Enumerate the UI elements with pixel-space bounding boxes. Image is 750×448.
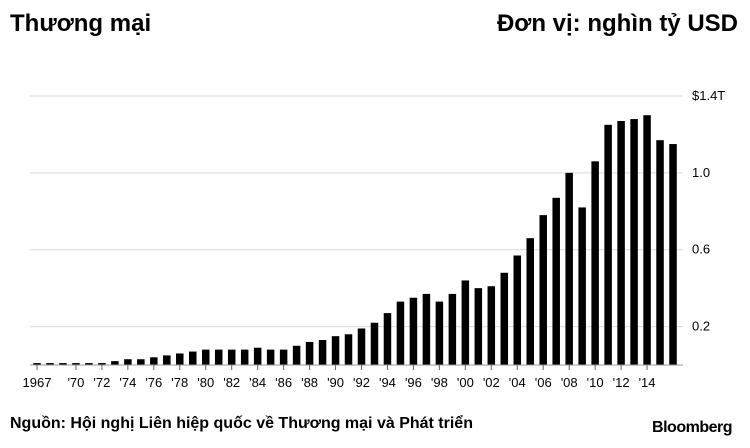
bar-1976 (150, 357, 158, 365)
bar-1980 (201, 349, 210, 365)
bar-2002 (487, 286, 496, 365)
bar-1977 (163, 355, 171, 365)
y-tick-label: 1.0 (692, 165, 710, 180)
bar-1985 (266, 349, 275, 365)
x-tick-label: '02 (483, 375, 500, 390)
x-tick-label: '82 (223, 375, 240, 390)
bar-1999 (448, 293, 457, 365)
bar-1986 (279, 349, 288, 365)
x-tick-label: '84 (249, 375, 266, 390)
bar-2006 (539, 215, 547, 365)
x-tick-label: '78 (171, 375, 188, 390)
bar-2013 (630, 119, 638, 365)
bar-1983 (240, 349, 249, 365)
bar-2001 (474, 288, 483, 365)
bar-2003 (500, 272, 509, 365)
bar-1967 (33, 363, 41, 365)
x-tick-label: '70 (67, 375, 84, 390)
x-tick-label: '00 (457, 375, 474, 390)
bar-2014 (643, 115, 651, 365)
bar-2005 (526, 238, 534, 365)
x-tick-label: '10 (587, 375, 604, 390)
x-tick-label: '72 (93, 375, 110, 390)
bar-2015 (656, 140, 664, 365)
source-note: Nguồn: Hội nghị Liên hiệp quốc về Thương… (10, 415, 473, 432)
bar-1974 (124, 359, 132, 365)
y-tick-labels: 0.2 0.6 1.0 $1.4T (692, 88, 725, 334)
x-tick-label: '96 (405, 375, 422, 390)
x-tick-label: '04 (509, 375, 526, 390)
y-tick-label: 0.6 (692, 242, 710, 257)
bar-1993 (370, 322, 379, 365)
x-tick-label: '98 (431, 375, 448, 390)
bar-1991 (344, 334, 353, 365)
x-tick-label: '90 (327, 375, 344, 390)
bar-1995 (396, 301, 405, 365)
bar-1990 (331, 336, 340, 365)
bar-2010 (591, 161, 599, 365)
bar-1984 (253, 347, 262, 365)
bar-1969 (59, 363, 67, 365)
x-tick-label: '06 (535, 375, 552, 390)
y-tick-label: $1.4T (692, 88, 725, 103)
bar-2008 (565, 172, 573, 365)
x-tick-label: '86 (275, 375, 292, 390)
bar-2004 (513, 255, 522, 365)
bar-2009 (578, 207, 586, 365)
bar-1989 (318, 340, 327, 365)
bar-1997 (422, 293, 431, 365)
bar-1975 (137, 359, 145, 365)
bar-2016 (669, 144, 677, 365)
bar-2011 (604, 124, 612, 365)
bar-1992 (357, 328, 366, 365)
x-tick-label: '94 (379, 375, 396, 390)
unit-label: Đơn vị: nghìn tỷ USD (496, 10, 738, 37)
bar-1979 (189, 351, 197, 365)
bar-1994 (383, 313, 392, 365)
chart-title: Thương mại (10, 10, 152, 37)
bar-1998 (435, 301, 444, 365)
bar-1996 (409, 297, 418, 365)
x-tick-label: '14 (639, 375, 656, 390)
bar-1971 (85, 363, 93, 365)
x-tick-label: '88 (301, 375, 318, 390)
x-tick-label: '08 (561, 375, 578, 390)
y-tick-label: 0.2 (692, 319, 710, 334)
bar-2012 (617, 120, 625, 365)
bar-2007 (552, 197, 560, 365)
x-tick-label: '92 (353, 375, 370, 390)
x-tick-label: '12 (613, 375, 630, 390)
bar-1972 (98, 363, 106, 365)
gridlines (30, 95, 683, 328)
x-tick-label: '74 (119, 375, 136, 390)
bars (33, 115, 677, 365)
x-tick-label: '80 (197, 375, 214, 390)
bloomberg-logo: Bloomberg (652, 419, 732, 436)
bar-1970 (72, 363, 80, 365)
bar-1982 (227, 349, 236, 365)
bar-1988 (305, 341, 314, 365)
bar-1981 (214, 349, 223, 365)
bar-1973 (111, 361, 119, 365)
bar-1987 (292, 345, 301, 365)
x-tick-label: 1967 (23, 375, 52, 390)
bar-1978 (176, 353, 184, 365)
x-tick-labels: 1967 '70 '72 '74 '76 '78 '80 '82 '84 '86 '88 '90 '92… (23, 365, 656, 390)
bar-2000 (461, 280, 470, 365)
x-tick-label: '76 (145, 375, 162, 390)
bar-1968 (46, 363, 54, 365)
